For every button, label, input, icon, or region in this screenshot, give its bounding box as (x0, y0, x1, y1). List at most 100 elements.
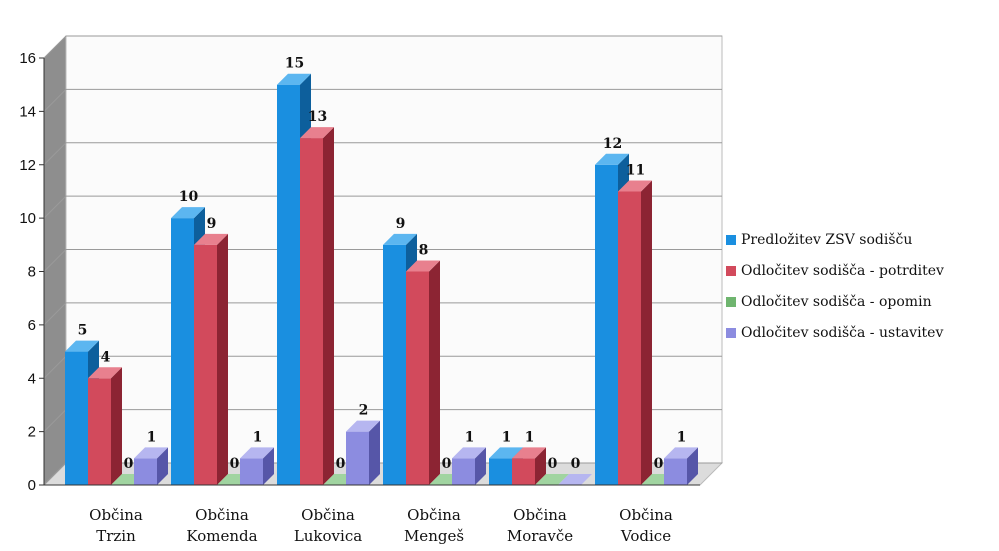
x-tick-label-line: Občina (89, 506, 143, 524)
y-tick-label: 2 (28, 424, 36, 441)
bar-top (595, 153, 629, 165)
data-label: 9 (396, 216, 406, 232)
bar-top (664, 447, 698, 459)
bar (277, 84, 300, 485)
x-tick-label: Občina Moravče (507, 506, 573, 545)
y-tick-label: 12 (19, 157, 36, 174)
data-label: 0 (548, 456, 558, 472)
x-tick-label-line: Vodice (620, 527, 671, 545)
bar-side (217, 233, 228, 485)
legend-swatch (726, 265, 736, 276)
x-tick-label-line: Občina (619, 506, 673, 524)
data-label: 4 (101, 349, 111, 365)
bar (512, 458, 535, 485)
bar-top (300, 127, 334, 139)
bar-side (429, 260, 440, 485)
data-label: 12 (603, 136, 622, 152)
bar-top (618, 180, 652, 192)
bar-side (263, 447, 274, 485)
bar-side (157, 447, 168, 485)
bar (134, 458, 157, 485)
data-label: 0 (442, 456, 452, 472)
bar-top (88, 367, 122, 379)
bar-top (489, 447, 523, 459)
bar-top (452, 447, 486, 459)
bar (406, 271, 429, 485)
x-tick-label: Občina Vodice (619, 506, 673, 545)
bar-side (687, 447, 698, 485)
bar-side (535, 447, 546, 485)
bar-top (134, 447, 168, 459)
x-tick-label-line: Občina (513, 506, 567, 524)
bar (346, 431, 369, 485)
bar-top (535, 474, 569, 485)
bar-top (558, 474, 592, 485)
gridline (43, 88, 722, 112)
bar-side (111, 367, 122, 485)
data-label: 1 (525, 429, 535, 445)
data-label: 1 (147, 429, 157, 445)
gridline (43, 302, 722, 326)
legend-swatch (726, 327, 736, 338)
x-tick-label: Občina Mengeš (404, 506, 464, 545)
bar (664, 458, 687, 485)
y-tick-label: 0 (28, 477, 36, 494)
data-label: 0 (230, 456, 240, 472)
bar (489, 458, 512, 485)
bar-top (346, 420, 380, 432)
legend: Predložitev ZSV sodišču Odločitev sodišč… (726, 224, 944, 348)
bar (300, 138, 323, 485)
data-label: 0 (571, 456, 581, 472)
x-tick-label: Občina Lukovica (294, 506, 362, 545)
bar-side (369, 420, 380, 485)
bar (171, 218, 194, 485)
x-tick-label-line: Trzin (96, 527, 136, 545)
bar (88, 378, 111, 485)
legend-label: Odločitev sodišča - potrditev (741, 262, 944, 279)
y-axis: 0 2 4 6 8 10 12 14 16 (19, 50, 45, 494)
bar-side (323, 127, 334, 485)
legend-label: Odločitev sodišča - ustavitev (741, 324, 944, 341)
legend-swatch (726, 234, 736, 245)
x-tick-label: Občina Trzin (89, 506, 143, 545)
data-label: 0 (124, 456, 134, 472)
data-label: 8 (419, 243, 429, 259)
legend-swatch (726, 296, 736, 307)
bar (65, 351, 88, 485)
legend-item: Odločitev sodišča - opomin (726, 286, 944, 317)
gridline (43, 142, 722, 166)
bar-top (406, 260, 440, 272)
bar (595, 164, 618, 485)
data-label: 13 (308, 109, 327, 125)
bar (452, 458, 475, 485)
data-label: 10 (179, 189, 199, 205)
gridline (43, 195, 722, 219)
legend-label: Odločitev sodišča - opomin (741, 293, 932, 310)
data-label: 5 (78, 323, 88, 339)
legend-item: Odločitev sodišča - ustavitev (726, 317, 944, 348)
bar-top (512, 447, 546, 459)
bar-top (171, 207, 205, 219)
data-label: 1 (677, 429, 687, 445)
bars (65, 73, 698, 486)
y-tick-label: 14 (19, 103, 36, 120)
data-label: 0 (336, 456, 346, 472)
legend-item: Predložitev ZSV sodišču (726, 224, 944, 255)
y-tick-label: 10 (19, 210, 36, 227)
x-tick-label-line: Komenda (186, 527, 257, 545)
data-label: 15 (285, 56, 304, 72)
bar (194, 244, 217, 485)
bar (383, 244, 406, 485)
data-label: 1 (502, 429, 512, 445)
bar-side (475, 447, 486, 485)
data-label: 0 (654, 456, 664, 472)
bar-top (194, 233, 228, 245)
x-tick-label-line: Mengeš (404, 527, 464, 545)
y-tick-label: 8 (28, 264, 36, 281)
legend-item: Odločitev sodišča - potrditev (726, 255, 944, 286)
bar (618, 191, 641, 485)
x-tick-label-line: Občina (301, 506, 355, 524)
x-tick-label-line: Lukovica (294, 527, 362, 545)
